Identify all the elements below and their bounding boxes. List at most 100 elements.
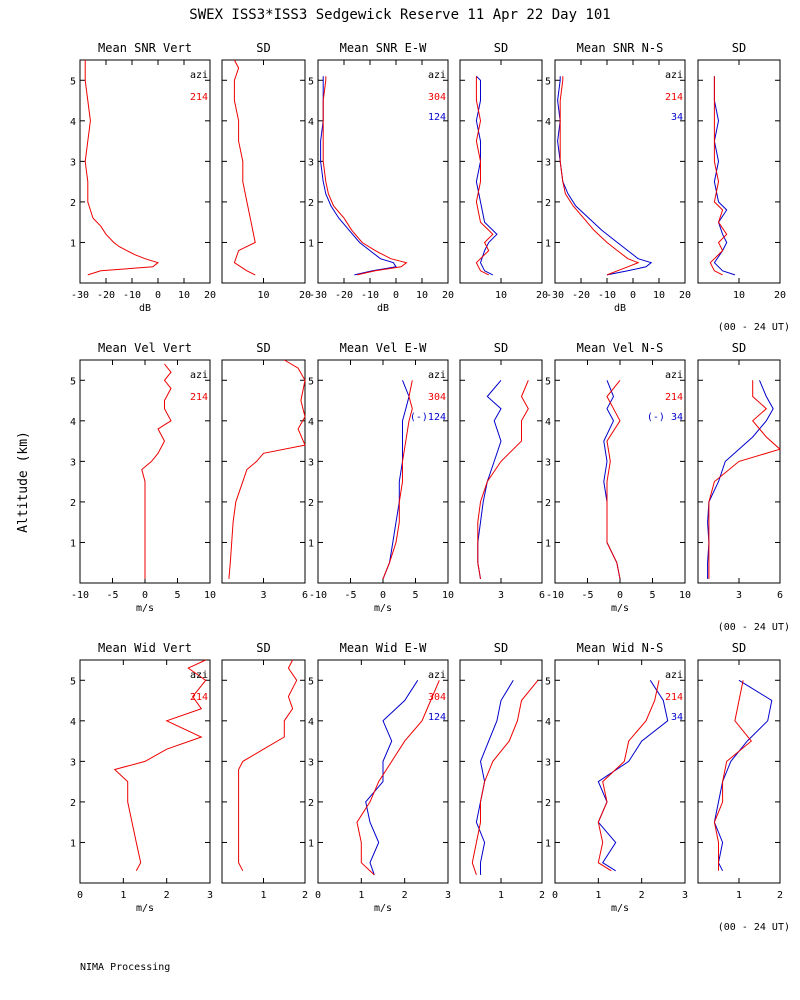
- x-tick-label: 0: [77, 890, 83, 901]
- panel-title: SD: [494, 341, 508, 355]
- plot-frame: [459, 59, 543, 284]
- x-tick-label: -30: [309, 290, 327, 301]
- series-line-blue: [477, 379, 502, 579]
- y-tick-label: 5: [545, 676, 551, 687]
- x-tick-label: 3: [498, 590, 504, 601]
- chart-panel-r2c1: SD 1 2: [221, 641, 308, 901]
- y-tick-label: 5: [70, 676, 76, 687]
- y-tick-label: 1: [545, 238, 551, 249]
- x-axis-label: m/s: [374, 903, 392, 914]
- x-tick-label: 3: [260, 590, 266, 601]
- x-axis-label: m/s: [374, 603, 392, 614]
- x-tick-label: 10: [178, 290, 190, 301]
- y-tick-label: 1: [70, 838, 76, 849]
- panel-title: Mean SNR E-W: [340, 41, 427, 55]
- x-axis-label: m/s: [136, 603, 154, 614]
- panel-title: Mean Wid E-W: [340, 641, 427, 655]
- plot-frame: [79, 59, 211, 284]
- series-line-red: [84, 60, 160, 276]
- y-tick-label: 4: [70, 117, 76, 128]
- series-line-red: [356, 680, 440, 876]
- x-tick-label: 6: [539, 590, 545, 601]
- x-axis-label: m/s: [136, 903, 154, 914]
- plot-frame: [317, 659, 449, 884]
- plot-frame: [554, 659, 686, 884]
- series-line-red: [113, 659, 207, 872]
- x-tick-label: 10: [416, 290, 428, 301]
- x-tick-label: -20: [572, 290, 590, 301]
- chart-panel-r0c2: Mean SNR E-W -30 -20 -10 0 10 20 dB 1 2 3 4 5 azi 304 1…: [308, 41, 454, 314]
- plot-frame: [554, 59, 686, 284]
- legend-item-blue: 124: [428, 712, 446, 723]
- y-tick-label: 2: [70, 798, 76, 809]
- x-tick-label: -10: [361, 290, 379, 301]
- panel-title: SD: [494, 41, 508, 55]
- legend-header: azi: [665, 70, 683, 81]
- chart-panel-r2c0: Mean Wid Vert 0 1 2 3 m/s 1 2 3 4 5 azi 214: [70, 641, 213, 914]
- y-tick-label: 4: [545, 417, 551, 428]
- ut-note-row-3: (00 - 24 UT): [718, 922, 790, 933]
- panel-title: SD: [732, 41, 746, 55]
- panel-title: Mean Vel Vert: [98, 341, 192, 355]
- y-tick-label: 1: [545, 838, 551, 849]
- x-tick-label: 10: [204, 590, 216, 601]
- x-tick-label: 3: [682, 890, 688, 901]
- panel-title: SD: [256, 341, 270, 355]
- plot-frame: [221, 359, 306, 584]
- y-tick-label: 5: [308, 376, 314, 387]
- y-tick-label: 4: [308, 417, 314, 428]
- legend-header: azi: [665, 670, 683, 681]
- x-tick-label: 10: [733, 290, 745, 301]
- x-tick-label: -5: [344, 590, 356, 601]
- panel-title: SD: [256, 641, 270, 655]
- series-line-red: [477, 380, 529, 579]
- panel-title: SD: [256, 41, 270, 55]
- series-line-red: [233, 59, 256, 276]
- y-tick-label: 5: [308, 676, 314, 687]
- x-tick-label: 6: [777, 590, 783, 601]
- y-tick-label: 3: [545, 157, 551, 168]
- y-tick-label: 4: [70, 717, 76, 728]
- series-line-red: [559, 76, 640, 276]
- x-tick-label: 3: [736, 590, 742, 601]
- x-tick-label: 0: [315, 890, 321, 901]
- chart-panel-r0c1: SD 10 20: [221, 41, 311, 301]
- y-tick-label: 2: [545, 198, 551, 209]
- series-line-blue: [365, 680, 419, 876]
- y-tick-label: 3: [70, 457, 76, 468]
- plot-frame: [459, 659, 543, 884]
- x-axis-label: dB: [139, 303, 151, 314]
- series-line-red: [322, 76, 408, 276]
- y-tick-label: 2: [545, 798, 551, 809]
- x-axis-label: m/s: [611, 903, 629, 914]
- x-tick-label: 20: [774, 290, 786, 301]
- series-line-blue: [475, 680, 514, 875]
- series-line-red: [475, 76, 494, 276]
- footer-label: NIMA Processing: [80, 962, 170, 973]
- y-axis-label: Altitude (km): [16, 431, 31, 533]
- plot-frame: [79, 659, 211, 884]
- plot-frame: [697, 59, 781, 284]
- x-tick-label: 2: [402, 890, 408, 901]
- legend-item-blue: (-) 34: [647, 412, 683, 423]
- chart-panel-r1c3: SD 3 6: [459, 341, 545, 601]
- series-line-blue: [597, 680, 669, 872]
- chart-panel-r1c4: Mean Vel N-S -10 -5 0 5 10 m/s 1 2 3 4 5 azi 214 (-) 3…: [545, 341, 691, 614]
- x-tick-label: -30: [546, 290, 564, 301]
- legend-item-red: 304: [428, 392, 446, 403]
- x-tick-label: 2: [539, 890, 545, 901]
- chart-panel-r1c5: SD 3 6: [697, 341, 783, 601]
- plot-frame: [459, 359, 543, 584]
- x-axis-label: dB: [614, 303, 626, 314]
- series-line-blue: [475, 75, 498, 276]
- chart-panel-r1c2: Mean Vel E-W -10 -5 0 5 10 m/s 1 2 3 4 5 azi 304 (-)12…: [308, 341, 454, 614]
- x-tick-label: 2: [777, 890, 783, 901]
- y-tick-label: 3: [70, 157, 76, 168]
- legend-header: azi: [190, 670, 208, 681]
- series-line-blue: [382, 380, 410, 580]
- chart-panel-r2c5: SD 1 2: [697, 641, 783, 901]
- legend-header: azi: [665, 370, 683, 381]
- y-tick-label: 2: [545, 498, 551, 509]
- y-tick-label: 1: [545, 538, 551, 549]
- panel-title: SD: [732, 641, 746, 655]
